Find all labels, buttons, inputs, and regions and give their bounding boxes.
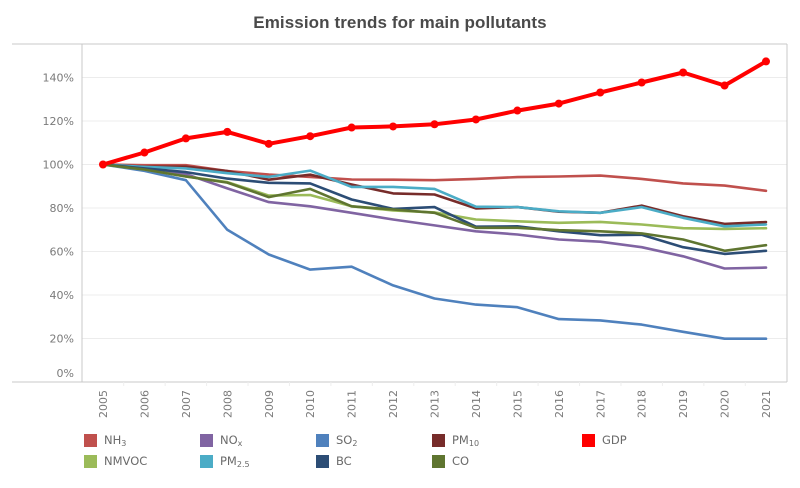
series-line [101, 163, 768, 256]
legend-item-gdp[interactable]: GDP [582, 432, 627, 448]
series-pm25 [101, 163, 768, 228]
data-point [637, 78, 646, 87]
legend-label: NOx [220, 432, 243, 448]
series-gdp [99, 57, 770, 169]
legend-swatch [200, 454, 213, 468]
x-tick-label: 2017 [594, 390, 607, 418]
legend-item-so2[interactable]: SO2 [316, 432, 357, 448]
x-tick-label: 2016 [553, 390, 566, 418]
legend-label: NH3 [104, 432, 127, 448]
data-point [430, 120, 439, 129]
data-point [554, 99, 563, 108]
legend-item-bc[interactable]: BC [316, 453, 352, 469]
data-point [140, 148, 149, 157]
x-tick-label: 2008 [221, 390, 234, 418]
data-point [720, 81, 729, 90]
series-so2 [101, 163, 768, 341]
x-tick-label: 2010 [304, 390, 317, 418]
line-chart: 0%20%40%60%80%100%120%140% 2005 2006 2007 2… [12, 43, 788, 418]
legend-label: PM10 [452, 432, 480, 448]
data-point [762, 57, 770, 66]
legend-swatch [84, 433, 97, 447]
data-point [389, 122, 398, 131]
data-point [99, 160, 107, 169]
data-point [471, 115, 480, 124]
legend-swatch [316, 433, 329, 447]
series-bc [101, 163, 768, 256]
series-line [101, 163, 768, 228]
data-point [264, 139, 273, 148]
y-tick-label: 80% [50, 202, 74, 215]
legend-swatch [432, 433, 445, 447]
series-line [101, 163, 768, 226]
y-tick-label: 60% [50, 246, 74, 259]
legend-item-nmvoc[interactable]: NMVOC [84, 453, 147, 469]
legend-label: GDP [602, 433, 627, 447]
y-tick-label: 120% [43, 115, 74, 128]
legend-item-nox[interactable]: NOx [200, 432, 242, 448]
x-tick-label: 2006 [138, 390, 151, 418]
series-line [101, 59, 768, 167]
y-tick-label: 140% [43, 72, 74, 85]
legend-swatch [316, 454, 329, 468]
data-point [223, 127, 232, 136]
legend-label: BC [336, 454, 352, 468]
legend-swatch [200, 433, 213, 447]
legend-label: NMVOC [104, 454, 148, 468]
legend-item-co[interactable]: CO [432, 453, 469, 469]
data-point [513, 106, 522, 115]
y-axis: 0% 20% 40% 60% 80% 100% 120% 140% [43, 72, 74, 381]
legend-item-nh3[interactable]: NH3 [84, 432, 126, 448]
data-point [347, 123, 356, 132]
y-tick-label: 40% [50, 289, 74, 302]
legend-label: SO2 [336, 432, 358, 448]
x-tick-label: 2012 [387, 390, 400, 418]
data-point [181, 134, 190, 143]
data-point [679, 68, 688, 77]
series-co [101, 163, 768, 253]
x-tick-label: 2018 [636, 390, 649, 418]
series-nox [101, 163, 768, 270]
x-axis: 2005 2006 2007 2008 2009 2010 2011 2012 2013 2014… [97, 382, 773, 418]
chart-frame [12, 43, 788, 383]
x-tick-label: 2020 [719, 390, 732, 418]
y-tick-label: 20% [50, 333, 74, 346]
y-tick-label: 0% [57, 367, 74, 380]
series-lines [99, 57, 770, 341]
legend-swatch [582, 433, 595, 447]
series-line [101, 163, 768, 253]
legend-swatch [84, 454, 97, 468]
x-tick-label: 2019 [677, 390, 690, 418]
series-line [101, 163, 768, 270]
legend-item-pm10[interactable]: PM10 [432, 432, 479, 448]
x-tick-label: 2021 [760, 390, 773, 418]
x-tick-label: 2011 [346, 390, 359, 418]
x-tick-label: 2014 [470, 390, 483, 418]
chart-title: Emission trends for main pollutants [253, 13, 547, 32]
x-tick-label: 2009 [263, 390, 276, 418]
legend-swatch [432, 454, 445, 468]
x-tick-label: 2007 [180, 390, 193, 418]
y-tick-label: 100% [43, 159, 74, 172]
legend-item-pm25[interactable]: PM2.5 [200, 453, 250, 469]
legend-label: PM2.5 [220, 453, 250, 469]
x-tick-label: 2013 [429, 390, 442, 418]
legend-label: CO [452, 454, 470, 468]
series-line [101, 163, 768, 341]
x-tick-label: 2005 [97, 390, 110, 418]
data-point [596, 88, 605, 97]
series-pm10 [101, 163, 768, 226]
legend: NH3 NOx SO2 PM10 GDP NMVOC PM2.5 BC CO [84, 432, 784, 472]
data-point [306, 132, 315, 141]
x-tick-label: 2015 [511, 390, 524, 418]
